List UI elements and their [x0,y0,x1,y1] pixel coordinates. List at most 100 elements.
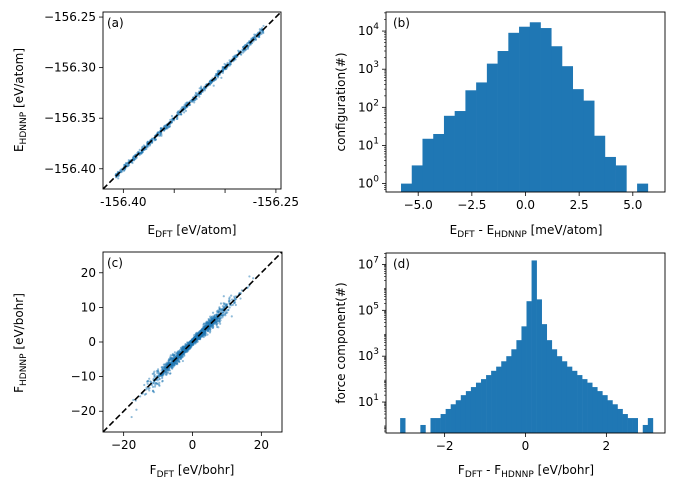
panel-d-bar [445,408,451,433]
panel-d-bar [486,375,492,433]
panel-c-point [156,368,160,371]
panel-d-xtick-2-label: 2 [603,439,611,453]
panel-a-point [253,33,256,36]
panel-c-point [211,315,214,318]
panel-a-plot-area [103,12,281,189]
panel-a-point [212,84,215,87]
panel-b-xtick-4-label: 5.0 [623,198,642,212]
panel-c-point [152,391,156,394]
panel-d-bar [531,260,537,433]
panel-c-point [183,350,187,354]
panel-d-ylabel: force component(#) [334,282,348,403]
panel-b-bar [637,183,649,192]
panel-c-point [233,301,236,305]
panel-a-point [127,163,130,166]
panel-c-xtick-1-label: 0 [189,438,197,452]
panel-c-point [158,377,161,380]
panel-a-point [240,53,243,56]
panel-b-bar [594,135,606,192]
panel-b-bar [476,82,488,192]
panel-a-point [163,129,166,132]
panel-a-xlabel-rest: [eV/atom] [173,223,237,237]
panel-c-point [228,306,231,309]
panel-a-point [138,148,141,151]
panel-c-point [231,298,234,301]
panel-a-point [184,109,188,112]
panel-a-point [169,118,172,121]
panel-b-bar [454,111,466,192]
panel-a-point [176,117,179,120]
panel-c-point [177,350,180,353]
panel-d-xtick-1-label: 0 [522,439,530,453]
panel-c-point [192,336,195,339]
panel-d-bar [491,370,497,433]
panel-c-point [139,395,142,398]
panel-a-point [148,144,152,147]
panel-c-plot-area [103,252,282,432]
panel-c-point [222,295,225,298]
panel-b-bar [615,165,627,192]
panel-c-xlabel-rest: [eV/bohr] [174,463,234,477]
panel-a-point [262,24,265,28]
panel-a-point [170,120,173,124]
panel-a-point [153,139,156,142]
panel-c-point [166,371,170,374]
panel-c-point [169,360,173,364]
panel-c-point [161,380,164,383]
panel-c-point [153,375,156,378]
panel-c-ylabel: FHDNNP [eV/bohr] [12,293,29,393]
panel-a-point [196,93,199,96]
panel-a-point [203,87,206,91]
panel-c-point [171,367,174,370]
panel-a-point [226,61,229,64]
panel-d-bar [546,340,553,433]
panel-c-point [221,311,224,314]
panel-c-point [160,366,163,369]
panel-c-point [230,294,233,297]
panel-c-point [234,303,237,307]
panel-a-label: (a) [107,16,124,30]
panel-b-xlabel-sep: - E [475,223,495,237]
panel-c-point [167,366,171,369]
panel-a-point [159,127,162,130]
panel-a-point [194,91,197,94]
panel-d-ytick-0-label: 101 [358,393,379,409]
panel-c-point [168,369,172,372]
panel-a-point [258,35,261,39]
panel-a-point [262,31,265,35]
panel-b-xtick-3-label: 2.5 [570,198,589,212]
panel-a-point [223,62,226,66]
panel-c-point [219,322,222,325]
panel-b-bar [583,100,595,192]
panel-c-point [153,385,157,388]
panel-b-bars [401,22,649,193]
panel-a-ylabel-main: E [12,144,26,152]
panel-c-point [152,372,155,375]
panel-b-xlabel-main: E [450,223,458,237]
panel-a-xlabel: EDFT [eV/atom] [148,223,237,240]
panel-c-label: (c) [107,256,123,270]
panel-c-xlabel-main: F [150,463,157,477]
panel-b-ytick-1-label: 101 [358,136,379,152]
panel-a-point [228,63,231,66]
panel-c-point [168,359,171,362]
panel-c-point [143,383,146,387]
panel-c-ylabel-rest: [eV/bohr] [12,293,26,353]
panel-c-point [233,298,237,301]
panel-c-point [148,386,151,390]
panel-c-point [211,311,215,314]
panel-a-point [193,101,196,104]
panel-a-point [241,49,244,52]
panel-d-bar [536,299,542,433]
panel-a-point [127,159,130,162]
panel-a-point [145,145,148,148]
panel-a-point [260,32,263,36]
panel-c-point [215,323,218,326]
panel-c-xlabel: FDFT [eV/bohr] [150,463,235,480]
panel-b-plot-area [401,22,649,193]
panel-b-xlabel-rest: [meV/atom] [527,223,603,237]
panel-d-bar [450,404,457,433]
panel-d-ytick-2-label: 105 [358,301,379,317]
panel-d-xlabel-sub: DFT [465,470,483,480]
